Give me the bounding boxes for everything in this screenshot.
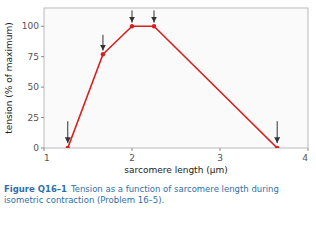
tick-mark bbox=[41, 87, 44, 88]
annotation-arrow bbox=[132, 10, 133, 22]
data-point bbox=[66, 146, 70, 148]
tick-label: 100 bbox=[22, 21, 39, 31]
y-axis-label: tension (% of maximum) bbox=[4, 22, 14, 133]
tick-label: 0 bbox=[33, 143, 39, 153]
caption-label: Figure Q16–1 bbox=[4, 184, 67, 194]
data-point bbox=[152, 24, 156, 28]
tick-mark bbox=[132, 148, 133, 151]
x-axis-label: sarcomere length (μm) bbox=[124, 165, 227, 175]
tick-label: 75 bbox=[28, 52, 39, 62]
data-point bbox=[275, 146, 279, 148]
chart: 0 25 50 75 100 1 2 3 4 sarcomere length (μm) tensi… bbox=[0, 0, 316, 227]
annotation-arrow bbox=[154, 10, 155, 22]
tick-label: 3 bbox=[217, 153, 223, 163]
tick-label: 4 bbox=[302, 153, 308, 163]
plot-frame bbox=[44, 8, 308, 148]
tick-mark bbox=[41, 26, 44, 27]
tick-mark bbox=[308, 148, 309, 151]
caption: Figure Q16–1Tension as a function of sar… bbox=[4, 184, 279, 194]
data-line bbox=[68, 26, 277, 148]
caption-text: Tension as a function of sarcomere lengt… bbox=[70, 184, 279, 194]
tick-mark bbox=[41, 117, 44, 118]
tick-label: 50 bbox=[28, 82, 40, 92]
caption-text: isometric contraction (Problem 16–5). bbox=[4, 195, 164, 205]
plot-area bbox=[66, 10, 280, 148]
annotation-arrow bbox=[277, 121, 278, 143]
tick-mark bbox=[220, 148, 221, 151]
tick-label: 2 bbox=[129, 153, 135, 163]
tick-label: 25 bbox=[28, 113, 39, 123]
annotation-arrow bbox=[67, 121, 68, 143]
tick-label: 1 bbox=[44, 153, 50, 163]
tick-mark bbox=[44, 148, 45, 151]
data-point bbox=[130, 24, 134, 28]
tick-mark bbox=[41, 56, 44, 57]
annotation-arrow bbox=[102, 35, 103, 51]
data-point bbox=[101, 52, 105, 56]
